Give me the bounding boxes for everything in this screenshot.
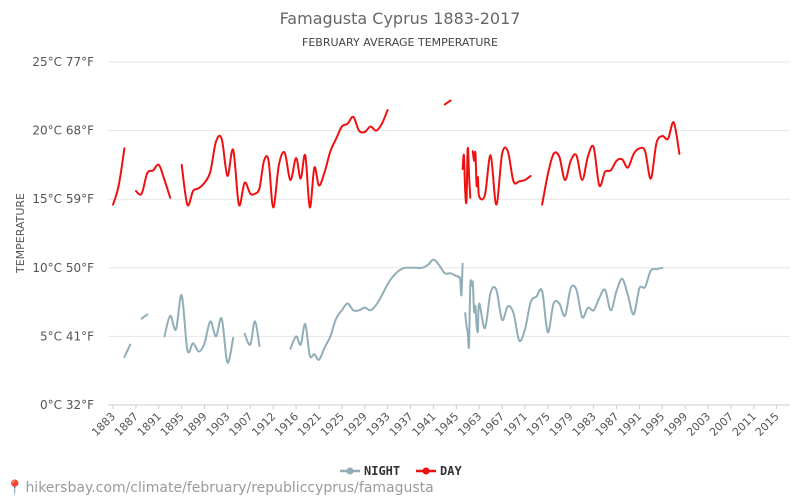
temperature-chart: Famagusta Cyprus 1883-2017 FEBRUARY AVER…: [14, 9, 790, 478]
night-line-segment: [163, 294, 235, 364]
legend-item-day[interactable]: DAY: [416, 464, 462, 478]
x-tick-label: 2003: [684, 410, 713, 439]
legend-day-label: DAY: [440, 464, 462, 478]
x-tick-label: 1967: [478, 410, 507, 439]
x-tick-label: 1887: [112, 410, 141, 439]
x-tick-label: 1929: [341, 410, 370, 439]
x-tick-label: 1975: [524, 410, 553, 439]
x-tick-label: 1925: [318, 410, 347, 439]
x-tick-label: 1903: [204, 410, 233, 439]
day-line-segment: [112, 147, 126, 206]
y-tick-label: 15°C 59°F: [32, 192, 94, 206]
legend-day-marker: [422, 467, 430, 475]
series-night: [123, 258, 664, 364]
night-line-segment: [140, 313, 149, 320]
y-tick-label: 25°C 77°F: [32, 55, 94, 69]
series-lines: [112, 99, 681, 364]
day-line-segment: [180, 109, 389, 209]
x-tick-labels: 1883188718911895189919031907191219161921…: [89, 405, 782, 439]
x-tick-label: 1999: [661, 410, 690, 439]
legend-night-label: NIGHT: [364, 464, 400, 478]
x-tick-label: 1907: [226, 410, 255, 439]
x-tick-label: 1941: [410, 410, 439, 439]
x-tick-label: 1883: [89, 410, 118, 439]
y-tick-label: 0°C 32°F: [40, 398, 94, 412]
legend-item-night[interactable]: NIGHT: [340, 464, 400, 478]
x-tick-label: 1891: [135, 410, 164, 439]
source-footer[interactable]: 📍 hikersbay.com/climate/february/republic…: [6, 480, 434, 496]
x-tick-label: 1995: [638, 410, 667, 439]
x-tick-label: 1991: [616, 410, 645, 439]
grid: [108, 61, 790, 406]
location-pin-icon: 📍: [6, 480, 24, 496]
chart-subtitle: FEBRUARY AVERAGE TEMPERATURE: [302, 36, 498, 49]
day-line-segment: [541, 121, 681, 206]
y-axis-title: TEMPERATURE: [14, 193, 27, 274]
y-tick-label: 5°C 41°F: [40, 329, 94, 343]
x-tick-label: 1979: [547, 410, 576, 439]
x-tick-label: 1945: [432, 410, 461, 439]
legend[interactable]: NIGHT DAY: [340, 464, 462, 478]
y-tick-label: 10°C 50°F: [32, 261, 94, 275]
x-tick-label: 2015: [753, 410, 782, 439]
series-day: [112, 99, 681, 209]
x-tick-label: 1937: [387, 410, 416, 439]
y-tick-labels: 0°C 32°F 5°C 41°F 10°C 50°F 15°C 59°F 20°C 6…: [32, 55, 94, 412]
x-tick-label: 1921: [295, 410, 324, 439]
chart-title: Famagusta Cyprus 1883-2017: [280, 9, 521, 28]
x-tick-label: 1987: [593, 410, 622, 439]
x-tick-label: 1971: [501, 410, 530, 439]
x-tick-label: 1899: [181, 410, 210, 439]
x-tick-label: 1916: [272, 410, 301, 439]
x-tick-label: 1895: [158, 410, 187, 439]
y-tick-label: 20°C 68°F: [32, 124, 94, 138]
night-line-segment: [243, 320, 261, 347]
day-line-segment: [461, 146, 472, 205]
x-tick-label: 1912: [249, 410, 278, 439]
night-line-segment: [464, 266, 664, 349]
x-tick-label: 1963: [455, 410, 484, 439]
day-line-segment: [471, 146, 532, 206]
x-tick-label: 2007: [707, 410, 736, 439]
day-line-segment: [134, 163, 172, 199]
source-url[interactable]: hikersbay.com/climate/february/republicc…: [25, 480, 434, 496]
x-tick-label: 1983: [570, 410, 599, 439]
x-tick-label: 1933: [364, 410, 393, 439]
legend-night-marker: [346, 467, 354, 475]
x-tick-label: 2011: [730, 410, 759, 439]
night-line-segment: [123, 343, 132, 358]
day-line-segment: [443, 99, 452, 106]
night-line-segment: [289, 258, 464, 361]
